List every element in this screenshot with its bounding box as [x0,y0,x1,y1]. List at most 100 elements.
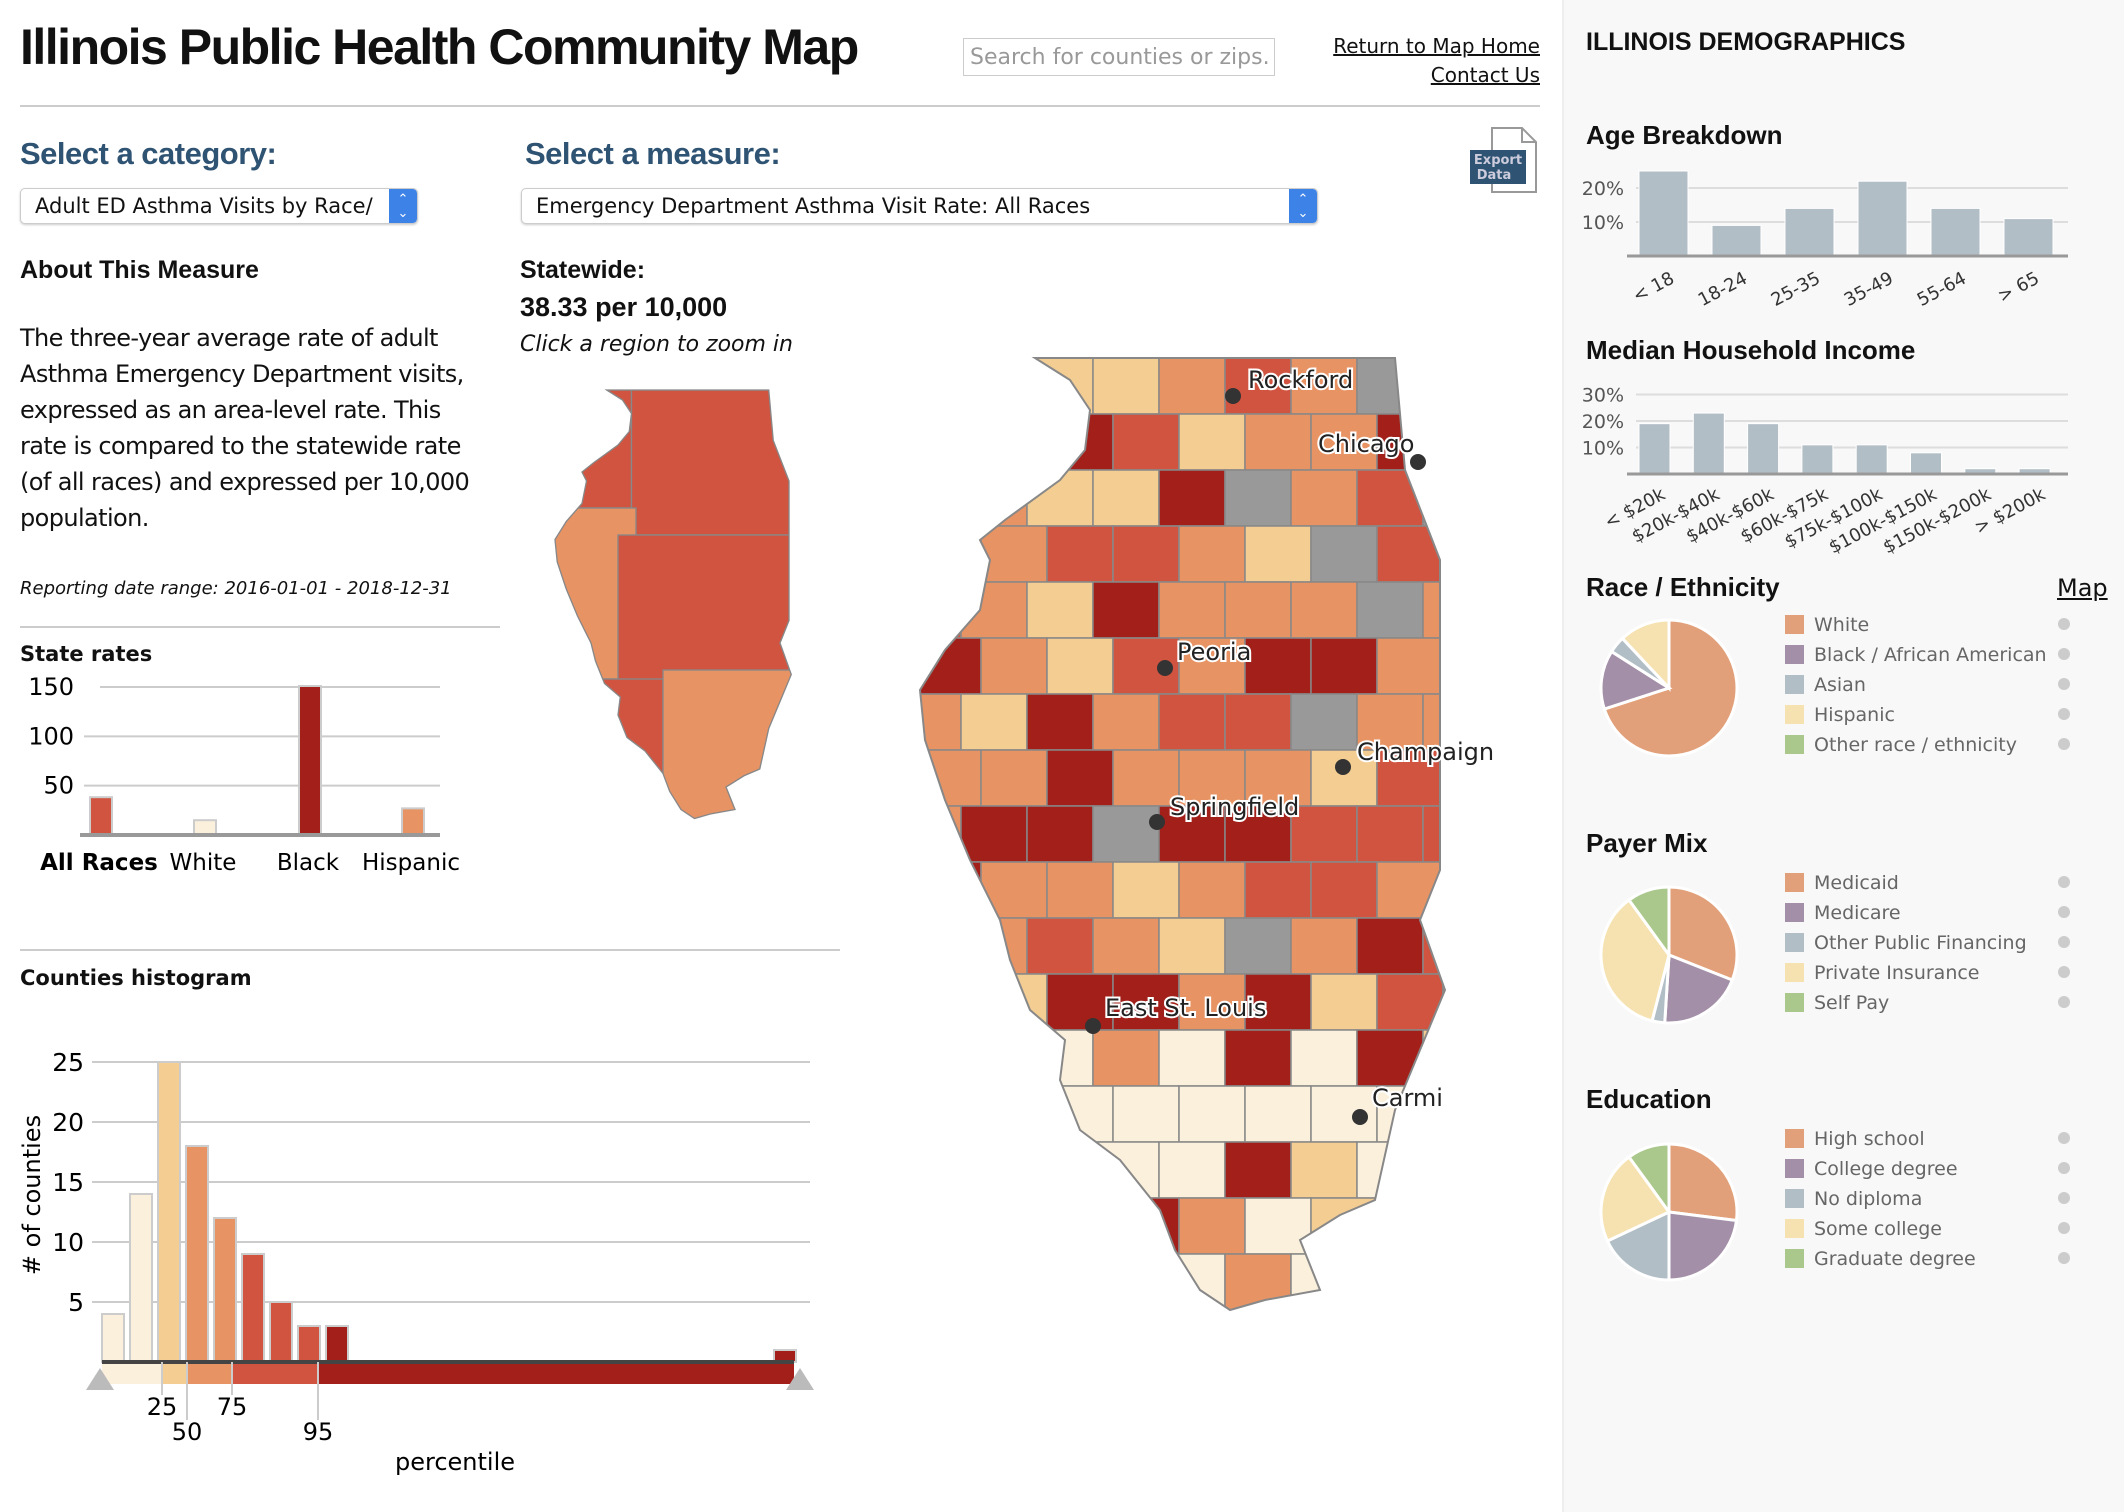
county[interactable] [1112,1197,1180,1255]
race-map-link[interactable]: Map [2057,574,2108,602]
county[interactable] [915,1309,982,1366]
county[interactable] [1422,917,1489,975]
county[interactable] [980,1197,1048,1255]
county[interactable] [1046,973,1114,1031]
county[interactable] [1112,1085,1180,1143]
county[interactable] [1178,1309,1246,1366]
toggle-dot[interactable] [2058,966,2070,978]
county[interactable] [1290,1141,1358,1199]
county[interactable] [1376,973,1444,1031]
county[interactable] [1310,637,1378,695]
county[interactable] [1026,693,1094,751]
county[interactable] [1092,917,1160,975]
county[interactable] [1442,1197,1509,1255]
county[interactable] [1092,1141,1160,1199]
county[interactable] [980,637,1048,695]
toggle-dot[interactable] [2058,1252,2070,1264]
county[interactable] [1026,358,1094,415]
county[interactable] [1224,1141,1292,1199]
county[interactable] [1158,581,1226,639]
county[interactable] [1244,1309,1312,1366]
county[interactable] [895,581,962,639]
county[interactable] [1422,469,1489,527]
county[interactable] [1290,581,1358,639]
county[interactable] [1356,1253,1424,1310]
county[interactable] [1422,805,1489,863]
county[interactable] [1092,693,1160,751]
county-map[interactable]: Rockford Chicago Peoria Champaign Springfiel… [895,357,1509,1366]
county[interactable] [1026,917,1094,975]
county[interactable] [960,1029,1028,1087]
county[interactable] [1442,413,1509,471]
county[interactable] [1158,1029,1226,1087]
county[interactable] [1376,525,1444,583]
county[interactable] [1356,1141,1424,1199]
county[interactable] [1442,637,1509,695]
toggle-dot[interactable] [2058,1132,2070,1144]
county[interactable] [1224,1029,1292,1087]
toggle-dot[interactable] [2058,738,2070,750]
county[interactable] [895,1029,962,1087]
county[interactable] [1178,1085,1246,1143]
county[interactable] [895,693,962,751]
county[interactable] [895,1253,962,1310]
region[interactable] [617,534,798,689]
county[interactable] [1178,973,1246,1031]
county[interactable] [1092,358,1160,415]
search-input[interactable] [963,38,1275,76]
county[interactable] [1290,693,1358,751]
county[interactable] [1112,973,1180,1031]
county[interactable] [1244,637,1312,695]
county[interactable] [960,693,1028,751]
county[interactable] [1178,525,1246,583]
county[interactable] [960,917,1028,975]
county[interactable] [1244,861,1312,919]
county[interactable] [960,581,1028,639]
county[interactable] [1092,581,1160,639]
county[interactable] [1158,805,1226,863]
toggle-dot[interactable] [2058,906,2070,918]
county[interactable] [980,1309,1048,1366]
county[interactable] [980,861,1048,919]
toggle-dot[interactable] [2058,876,2070,888]
county[interactable] [1422,1253,1489,1310]
county[interactable] [1376,637,1444,695]
county[interactable] [895,358,962,415]
contact-us-link[interactable]: Contact Us [1430,63,1540,87]
county[interactable] [1442,1309,1509,1366]
county[interactable] [1290,1029,1358,1087]
toggle-dot[interactable] [2058,996,2070,1008]
county[interactable] [1158,1253,1226,1310]
county[interactable] [1026,1141,1094,1199]
county[interactable] [1026,1253,1094,1310]
county[interactable] [1310,413,1378,471]
county[interactable] [1310,525,1378,583]
county[interactable] [1112,525,1180,583]
county[interactable] [980,525,1048,583]
county[interactable] [1112,413,1180,471]
county[interactable] [980,749,1048,807]
county[interactable] [1310,1309,1378,1366]
county[interactable] [1290,805,1358,863]
toggle-dot[interactable] [2058,648,2070,660]
county[interactable] [960,358,1028,415]
county[interactable] [1356,358,1424,415]
county[interactable] [1376,1309,1444,1366]
county[interactable] [1356,917,1424,975]
county[interactable] [1224,469,1292,527]
county[interactable] [980,413,1048,471]
county[interactable] [1356,469,1424,527]
county[interactable] [1442,861,1509,919]
county[interactable] [1112,861,1180,919]
county[interactable] [1092,469,1160,527]
county[interactable] [1290,1253,1358,1310]
county[interactable] [1376,861,1444,919]
toggle-dot[interactable] [2058,678,2070,690]
county[interactable] [1092,1253,1160,1310]
county[interactable] [1046,1197,1114,1255]
county[interactable] [1244,973,1312,1031]
toggle-dot[interactable] [2058,618,2070,630]
county[interactable] [915,413,982,471]
county[interactable] [1158,358,1226,415]
county[interactable] [1046,1085,1114,1143]
